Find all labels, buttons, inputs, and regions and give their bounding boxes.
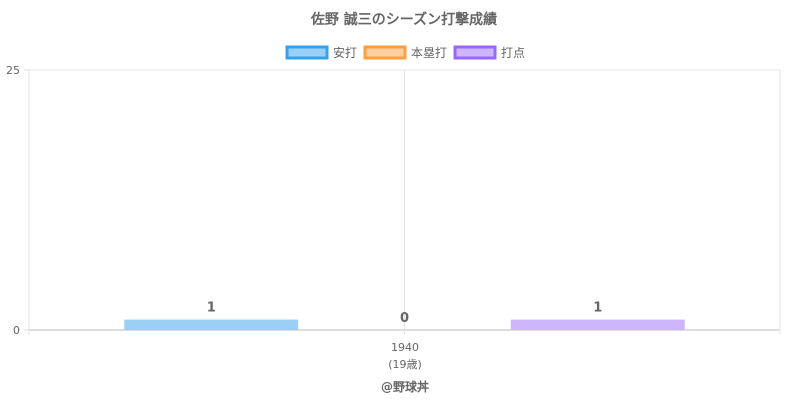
bars [124,319,685,330]
data-labels: 1 0 1 [207,301,603,326]
grid: 0 25 [6,64,781,337]
data-label: 1 [593,301,602,316]
footer-credit: @野球丼 [381,379,429,394]
legend-swatch-打点 [453,45,497,60]
y-tick-label: 0 [13,324,20,337]
bar-安打 [124,319,299,330]
x-tick-label: 1940 [391,341,419,354]
legend-swatch-本塁打 [363,45,407,60]
legend-label: 本塁打 [411,46,447,60]
x-tick-sublabel: (19歳) [388,358,422,371]
legend: 安打 本塁打 打点 [285,45,525,60]
data-label: 1 [207,301,216,316]
bar-打点 [510,319,685,330]
legend-swatch-安打 [285,45,329,60]
data-label: 0 [400,311,409,326]
chart-title: 佐野 誠三のシーズン打撃成績 [310,11,497,28]
legend-label: 安打 [333,45,357,60]
legend-label: 打点 [501,46,525,60]
y-tick-label: 25 [6,64,20,77]
